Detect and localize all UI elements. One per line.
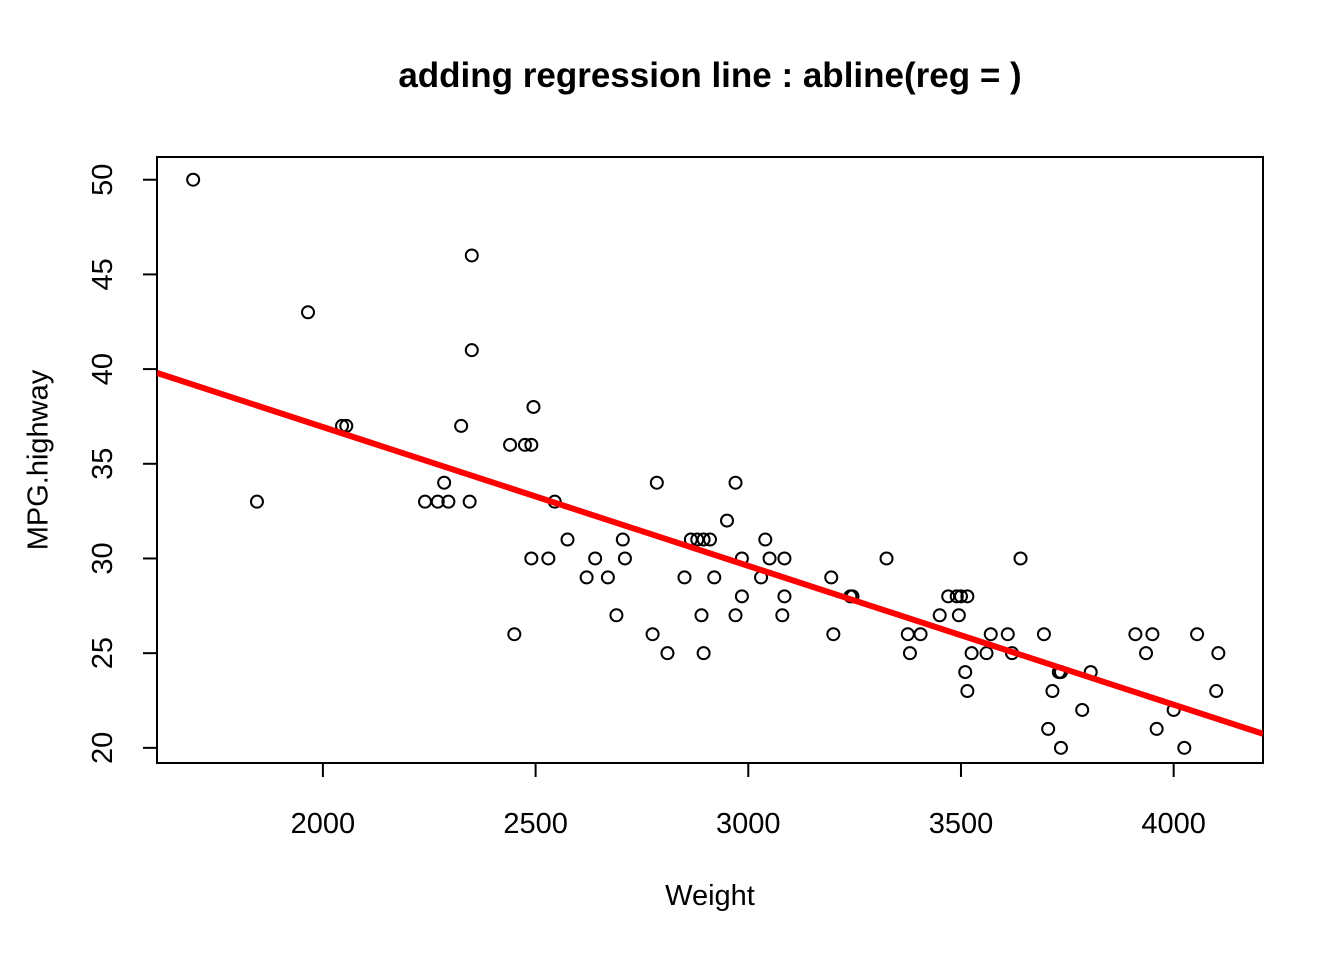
data-point <box>953 589 968 604</box>
data-point <box>900 627 915 642</box>
data-point <box>960 589 975 604</box>
data-point <box>441 494 456 509</box>
data-point <box>1036 627 1051 642</box>
data-point <box>186 172 201 187</box>
axes: 2000 2500 3000 3500 4000 20 25 30 35 40 45 50 <box>87 164 1206 840</box>
regression-line <box>157 370 1263 737</box>
y-tick-label: 45 <box>87 258 119 290</box>
data-points <box>186 172 1226 755</box>
y-tick-label: 50 <box>87 164 119 196</box>
data-point <box>600 570 615 585</box>
data-point <box>1190 627 1205 642</box>
data-point <box>503 437 518 452</box>
data-point <box>645 627 660 642</box>
data-point <box>728 475 743 490</box>
data-point <box>462 494 477 509</box>
x-tick-label: 4000 <box>1141 808 1206 840</box>
data-point <box>902 646 917 661</box>
data-point <box>762 551 777 566</box>
data-point <box>758 532 773 547</box>
data-point <box>1128 627 1143 642</box>
x-tick-label: 2500 <box>503 808 568 840</box>
data-point <box>526 399 541 414</box>
data-point <box>707 570 722 585</box>
data-point <box>464 248 479 263</box>
data-point <box>464 343 479 358</box>
data-point <box>1045 684 1060 699</box>
data-point <box>951 608 966 623</box>
data-point <box>694 608 709 623</box>
data-point <box>437 475 452 490</box>
data-point <box>734 589 749 604</box>
data-point <box>617 551 632 566</box>
data-point <box>588 551 603 566</box>
data-point <box>249 494 264 509</box>
regression-layer <box>157 370 1263 737</box>
data-point <box>517 437 532 452</box>
y-tick-label: 20 <box>87 732 119 764</box>
data-point <box>541 551 556 566</box>
data-point <box>775 608 790 623</box>
data-point <box>728 608 743 623</box>
x-tick-label: 2000 <box>291 808 356 840</box>
data-point <box>879 551 894 566</box>
data-point <box>913 627 928 642</box>
chart-title: adding regression line : abline(reg = ) <box>398 56 1022 95</box>
data-point <box>824 570 839 585</box>
data-point <box>507 627 522 642</box>
data-point <box>1041 721 1056 736</box>
x-axis-label: Weight <box>665 880 755 912</box>
data-point <box>979 646 994 661</box>
data-point <box>958 665 973 680</box>
data-point <box>579 570 594 585</box>
data-point <box>609 608 624 623</box>
data-point <box>1013 551 1028 566</box>
data-point <box>696 646 711 661</box>
y-tick-label: 30 <box>87 542 119 574</box>
data-point <box>649 475 664 490</box>
data-point <box>949 589 964 604</box>
data-point <box>777 551 792 566</box>
data-point <box>703 532 717 547</box>
data-point <box>1145 627 1160 642</box>
data-point <box>960 684 975 699</box>
data-point <box>1053 740 1068 755</box>
data-point <box>677 570 692 585</box>
data-point <box>826 627 841 642</box>
data-point <box>524 437 539 452</box>
data-point <box>1000 627 1015 642</box>
data-point <box>1209 684 1224 699</box>
data-point <box>1149 721 1164 736</box>
x-tick-label: 3500 <box>929 808 994 840</box>
x-tick-label: 3000 <box>716 808 781 840</box>
y-tick-label: 35 <box>87 448 119 480</box>
data-point <box>932 608 947 623</box>
data-point <box>696 532 711 547</box>
data-point <box>430 494 445 509</box>
data-point <box>417 494 432 509</box>
data-point <box>1075 702 1090 717</box>
data-point <box>720 513 735 528</box>
data-point <box>615 532 630 547</box>
data-point <box>560 532 575 547</box>
y-tick-label: 25 <box>87 637 119 669</box>
data-point <box>1211 646 1226 661</box>
data-point <box>301 305 316 320</box>
data-point <box>1177 740 1192 755</box>
data-point <box>660 646 675 661</box>
data-point <box>983 627 998 642</box>
y-tick-label: 40 <box>87 353 119 385</box>
data-point <box>1139 646 1154 661</box>
data-point <box>524 551 539 566</box>
data-point <box>454 418 469 433</box>
data-point <box>777 589 792 604</box>
data-point <box>964 646 979 661</box>
